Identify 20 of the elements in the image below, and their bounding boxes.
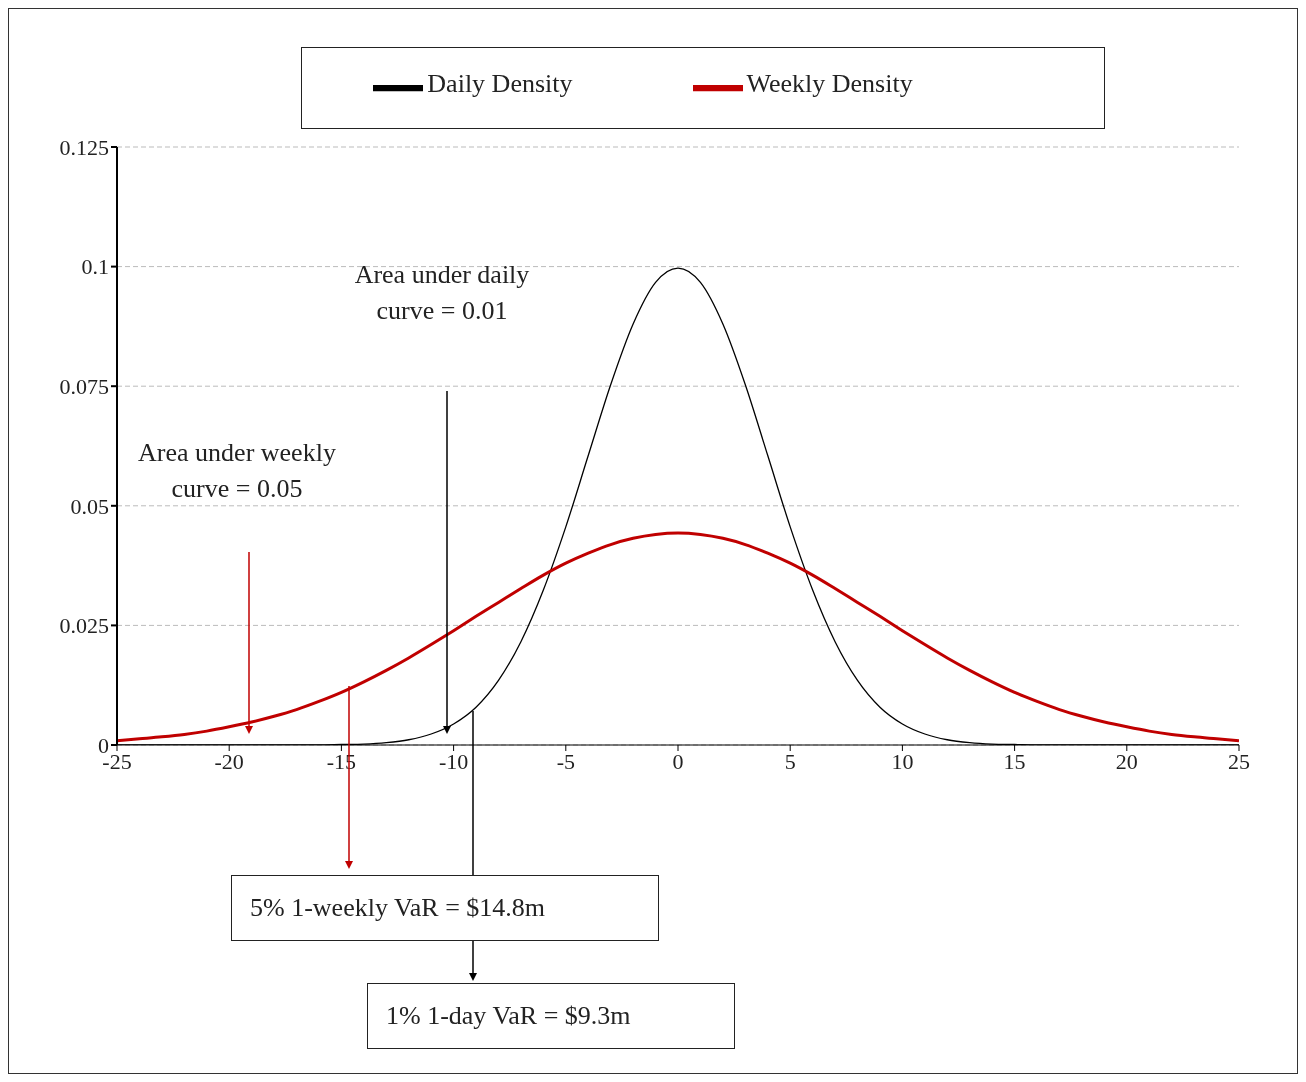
annotation: Area under daily curve = 0.01	[353, 259, 531, 327]
x-tick-label: 15	[1003, 748, 1026, 774]
x-tick-label: 0	[672, 748, 684, 774]
annotation: Area under weekly curve = 0.05	[137, 437, 337, 505]
x-tick-label: -20	[214, 748, 244, 774]
legend-label: Weekly Density	[746, 68, 913, 98]
y-tick-label: 0.05	[70, 493, 109, 519]
x-tick-label: 25	[1228, 748, 1250, 774]
y-tick-label: 0.075	[59, 374, 109, 400]
y-tick-label: 0.025	[59, 613, 109, 639]
x-tick-label: 10	[891, 748, 914, 774]
y-tick-label: 0.1	[81, 254, 109, 280]
legend-label: Daily Density	[427, 68, 573, 98]
x-tick-label: -5	[556, 748, 575, 774]
x-tick-label: 5	[784, 748, 796, 774]
x-tick-label: 20	[1115, 748, 1138, 774]
y-tick-label: 0.125	[59, 134, 109, 160]
text: 1% 1-day VaR = $9.3m	[367, 983, 735, 1049]
text: 5% 1-weekly VaR = $14.8m	[231, 875, 659, 941]
x-tick-label: -10	[438, 748, 469, 774]
